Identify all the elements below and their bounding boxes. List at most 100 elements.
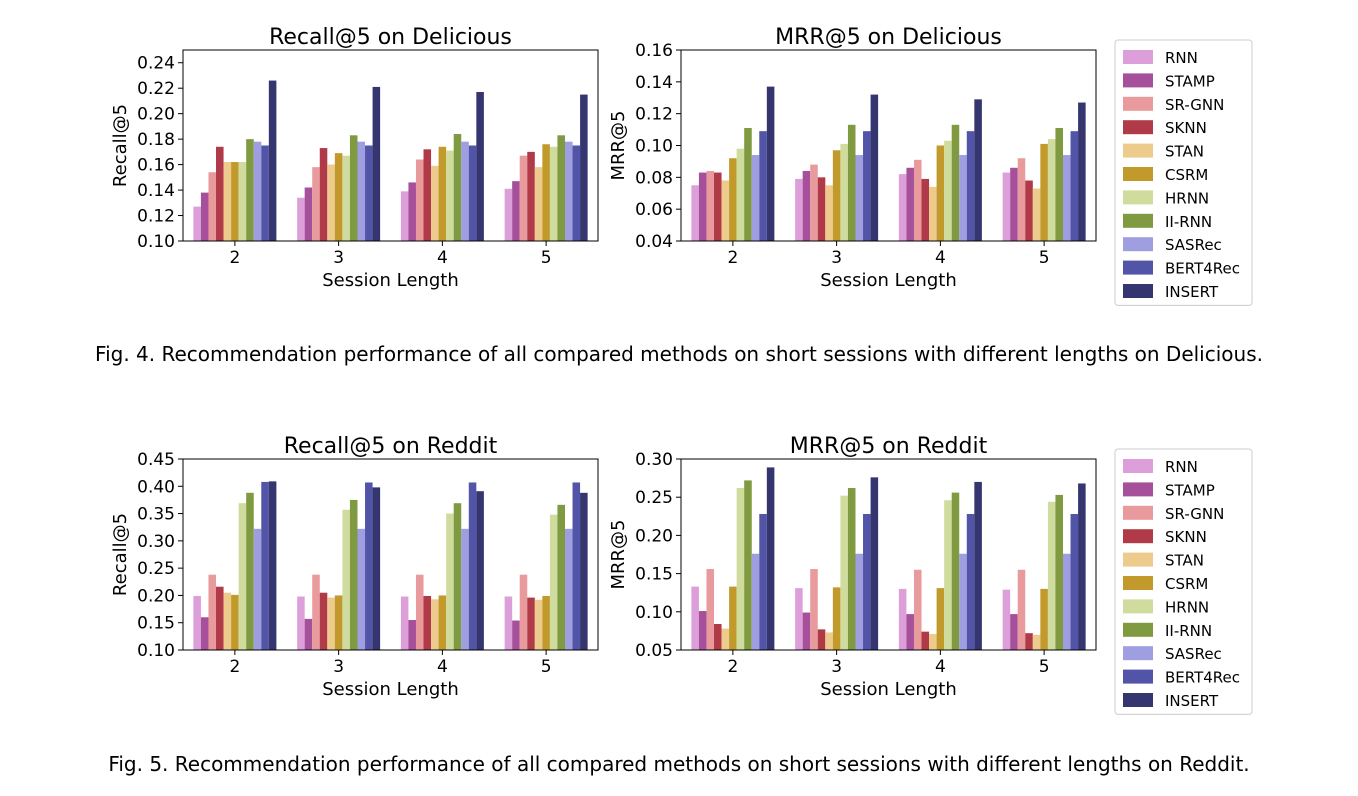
legend-1-label-sasrec: SASRec xyxy=(1165,236,1222,254)
chart-4-bar-bert4rec-len-5 xyxy=(1070,514,1079,650)
chart-2-bar-ii-rnn-len-5 xyxy=(1055,127,1063,241)
chart-1-ytick-label: 0.14 xyxy=(137,181,175,201)
chart-1-bar-rnn-len-2 xyxy=(193,206,201,241)
chart-3-bar-sasrec-len-3 xyxy=(357,528,366,650)
chart-3-xtick-label: 2 xyxy=(229,657,240,677)
chart-2-ytick-label: 0.12 xyxy=(635,105,673,125)
chart-3-xtick-label: 3 xyxy=(333,657,344,677)
legend-2-swatch-sknn xyxy=(1123,529,1153,544)
chart-1-bar-sr-gnn-len-2 xyxy=(208,172,217,241)
legend-1-label-stan: STAN xyxy=(1165,143,1204,161)
chart-1-ytick-label: 0.22 xyxy=(137,79,175,99)
chart-1-bar-csrm-len-4 xyxy=(438,146,447,241)
legend-2-swatch-rnn xyxy=(1123,459,1153,473)
chart-4-bar-rnn-len-3 xyxy=(795,588,803,650)
legend-1-swatch-csrm xyxy=(1123,167,1153,181)
chart-2-bar-csrm-len-4 xyxy=(936,145,945,241)
chart-4-bar-stamp-len-5 xyxy=(1010,614,1018,650)
chart-2-bar-insert-len-2 xyxy=(766,86,775,241)
legend-2-swatch-ii-rnn xyxy=(1123,622,1153,637)
chart-1-xlabel: Session Length xyxy=(322,270,459,291)
chart-1-ytick-label: 0.20 xyxy=(137,105,175,125)
chart-1-bar-sr-gnn-len-5 xyxy=(519,155,528,241)
legend-1-label-insert: INSERT xyxy=(1165,283,1219,301)
chart-4-bar-hrnn-len-4 xyxy=(944,500,952,650)
chart-1-bar-stan-len-4 xyxy=(431,165,439,241)
figure-4-caption: Fig. 4. Recommendation performance of al… xyxy=(95,342,1263,366)
chart-1-bar-sasrec-len-2 xyxy=(253,141,262,241)
legend-1-label-rnn: RNN xyxy=(1165,49,1198,67)
chart-1-ytick-label: 0.18 xyxy=(137,130,175,150)
chart-4-bar-hrnn-len-3 xyxy=(840,495,848,650)
chart-2-xtick-label: 3 xyxy=(831,248,842,268)
chart-3-bar-csrm-len-5 xyxy=(542,595,550,650)
legend-2-label-sasrec: SASRec xyxy=(1165,645,1222,663)
chart-2-bar-sr-gnn-len-2 xyxy=(706,170,715,241)
chart-1-ytick-label: 0.16 xyxy=(137,156,175,176)
chart-3-bar-stamp-len-5 xyxy=(512,620,520,650)
chart-1-bar-hrnn-len-3 xyxy=(342,155,350,241)
chart-4-bar-stan-len-4 xyxy=(929,633,937,650)
legend-2-label-csrm: CSRM xyxy=(1165,575,1208,593)
chart-1-bar-csrm-len-2 xyxy=(231,162,239,241)
chart-4-bar-hrnn-len-5 xyxy=(1047,501,1056,650)
legend-1-swatch-bert4rec xyxy=(1123,260,1153,275)
chart-2-bar-sknn-len-3 xyxy=(817,177,826,241)
chart-1-bar-sknn-len-3 xyxy=(319,148,328,241)
chart-3-bar-rnn-len-3 xyxy=(297,596,305,650)
chart-3-bar-stan-len-4 xyxy=(431,599,439,650)
chart-2-bar-sr-gnn-len-4 xyxy=(913,159,922,241)
chart-3-bar-bert4rec-len-2 xyxy=(261,481,269,650)
legend-2-label-bert4rec: BERT4Rec xyxy=(1165,669,1240,687)
chart-4-bar-sr-gnn-len-5 xyxy=(1017,569,1026,650)
chart-3-title: Recall@5 on Reddit xyxy=(284,434,498,459)
chart-3-bar-sasrec-len-4 xyxy=(461,528,469,650)
chart-2-title: MRR@5 on Delicious xyxy=(775,25,1002,50)
legend-2-swatch-sr-gnn xyxy=(1123,505,1153,520)
chart-4-bar-sasrec-len-5 xyxy=(1062,553,1071,650)
chart-2-bar-sr-gnn-len-3 xyxy=(810,164,818,241)
legend-2-label-hrnn: HRNN xyxy=(1165,598,1209,616)
legend-1-swatch-insert xyxy=(1123,284,1153,298)
chart-1-bar-rnn-len-3 xyxy=(297,197,305,241)
chart-3-bar-insert-len-5 xyxy=(580,492,588,650)
chart-4-bar-sknn-len-3 xyxy=(817,629,826,650)
chart-3-bar-ii-rnn-len-4 xyxy=(453,503,462,650)
chart-2-xtick-label: 5 xyxy=(1039,248,1050,268)
legend-1-swatch-ii-rnn xyxy=(1123,213,1153,228)
chart-4-bar-sasrec-len-2 xyxy=(751,553,760,650)
legend-1-swatch-rnn xyxy=(1123,50,1153,64)
chart-3-bar-bert4rec-len-3 xyxy=(365,482,373,650)
chart-1-bar-sr-gnn-len-3 xyxy=(312,167,320,241)
chart-1-plot-frame xyxy=(182,49,599,242)
chart-2-bar-bert4rec-len-2 xyxy=(759,131,767,241)
chart-4-xtick-label: 3 xyxy=(831,657,842,677)
chart-1-bar-stamp-len-5 xyxy=(512,181,520,241)
chart-2-bar-stan-len-4 xyxy=(929,186,937,241)
chart-1-bar-csrm-len-5 xyxy=(542,144,550,241)
chart-2-ylabel: MRR@5 xyxy=(608,111,629,181)
chart-1-bar-hrnn-len-4 xyxy=(446,150,454,241)
legend-2-label-ii-rnn: II-RNN xyxy=(1165,622,1212,640)
legend-1-label-bert4rec: BERT4Rec xyxy=(1165,260,1240,278)
legend-1-swatch-hrnn xyxy=(1123,190,1153,205)
chart-1-bar-stamp-len-4 xyxy=(408,182,416,241)
chart-2-ytick-label: 0.04 xyxy=(635,232,673,252)
chart-3-bar-sr-gnn-len-2 xyxy=(208,574,217,650)
chart-3-bar-stamp-len-2 xyxy=(200,617,209,650)
chart-1-bar-bert4rec-len-4 xyxy=(468,145,477,241)
chart-2-bar-stamp-len-2 xyxy=(698,172,707,241)
chart-3-bar-insert-len-4 xyxy=(476,491,484,650)
figure-5-caption: Fig. 5. Recommendation performance of al… xyxy=(108,752,1250,776)
chart-4-ytick-label: 0.10 xyxy=(635,603,673,623)
chart-2-bar-insert-len-4 xyxy=(974,99,982,241)
legend-2-swatch-stan xyxy=(1123,552,1153,567)
chart-1-bar-sasrec-len-5 xyxy=(564,141,573,241)
chart-2-bar-rnn-len-3 xyxy=(795,178,803,241)
chart-2-bar-sasrec-len-3 xyxy=(855,155,864,241)
chart-2-bar-hrnn-len-4 xyxy=(944,140,952,241)
chart-2-bar-hrnn-len-5 xyxy=(1047,139,1056,241)
chart-2-bar-insert-len-5 xyxy=(1078,102,1086,241)
chart-3-bar-stan-len-3 xyxy=(327,597,335,650)
legend-1-label-stamp: STAMP xyxy=(1165,72,1215,90)
